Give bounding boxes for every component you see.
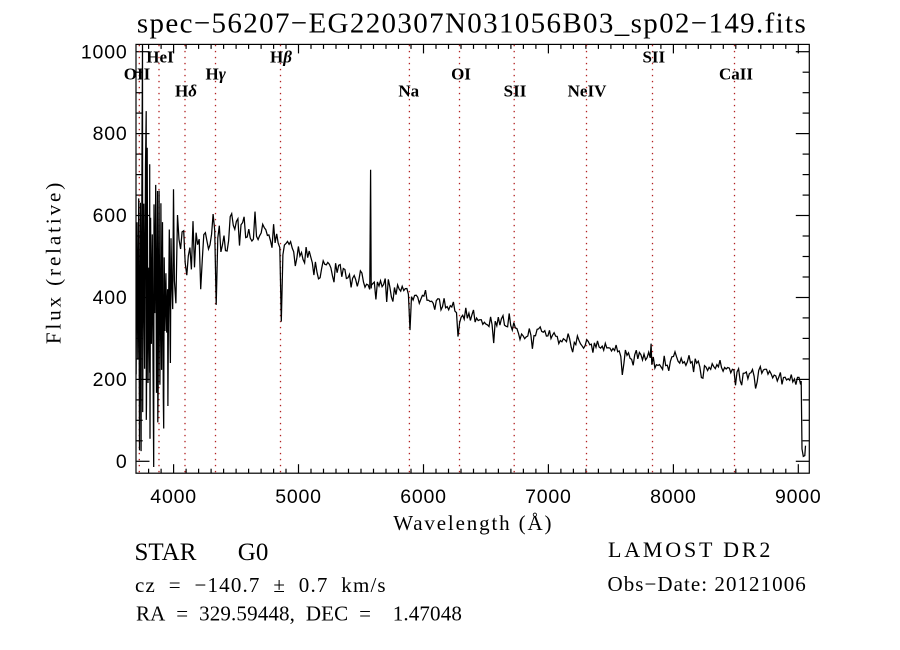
svg-text:Hδ: Hδ	[175, 82, 197, 101]
svg-text:9000: 9000	[775, 486, 822, 508]
svg-text:STAR: STAR	[135, 539, 197, 566]
svg-text:CaII: CaII	[719, 65, 753, 84]
svg-text:Hβ: Hβ	[270, 47, 292, 66]
svg-text:spec−56207−EG220307N031056B03_: spec−56207−EG220307N031056B03_sp02−149.f…	[137, 8, 807, 40]
svg-text:6000: 6000	[400, 486, 447, 508]
svg-text:Wavelength (Å): Wavelength (Å)	[393, 511, 553, 535]
svg-text:HeI: HeI	[146, 47, 174, 66]
svg-text:5000: 5000	[275, 486, 322, 508]
svg-text:SII: SII	[504, 82, 527, 101]
svg-text:Na: Na	[398, 82, 419, 101]
svg-text:Flux (relative): Flux (relative)	[42, 180, 66, 344]
svg-text:OII: OII	[124, 65, 151, 84]
svg-text:1000: 1000	[81, 41, 128, 63]
svg-text:400: 400	[93, 287, 128, 309]
svg-text:cz = −140.7 ± 0.7 km/s: cz = −140.7 ± 0.7 km/s	[135, 573, 387, 597]
svg-text:600: 600	[93, 205, 128, 227]
svg-text:G0: G0	[238, 539, 269, 566]
svg-text:Hγ: Hγ	[206, 65, 227, 84]
svg-text:8000: 8000	[650, 486, 697, 508]
svg-text:NeIV: NeIV	[568, 82, 607, 101]
svg-text:4000: 4000	[150, 486, 197, 508]
svg-text:Obs−Date: 20121006: Obs−Date: 20121006	[608, 572, 807, 596]
svg-text:7000: 7000	[525, 486, 572, 508]
svg-text:SII: SII	[642, 47, 665, 66]
svg-text:LAMOST DR2: LAMOST DR2	[608, 537, 773, 562]
svg-text:OI: OI	[451, 65, 471, 84]
svg-text:RA = 329.59448, DEC = 1: RA = 329.59448, DEC = 1.47048	[136, 602, 462, 626]
svg-text:800: 800	[93, 123, 128, 145]
svg-text:0: 0	[116, 451, 128, 473]
svg-text:200: 200	[93, 369, 128, 391]
